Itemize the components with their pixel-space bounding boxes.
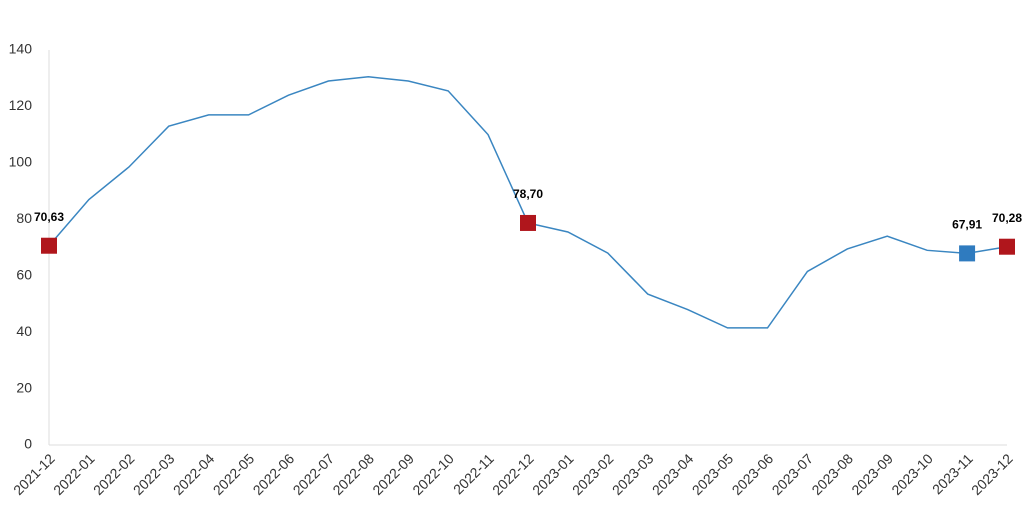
value-label: 70,63 (34, 210, 64, 224)
x-tick-label: 2022-03 (130, 450, 178, 498)
x-tick-label: 2023-02 (569, 450, 617, 498)
x-tick-label: 2022-07 (290, 450, 338, 498)
y-tick-label: 100 (9, 154, 33, 170)
x-tick-label: 2022-08 (329, 450, 377, 498)
x-tick-label: 2023-08 (808, 450, 856, 498)
marker (999, 238, 1015, 255)
y-tick-label: 20 (16, 379, 32, 395)
x-tick-label: 2022-04 (170, 450, 218, 498)
y-tick-label: 0 (24, 436, 32, 452)
x-tick-label: 2023-06 (729, 450, 777, 498)
y-tick-label: 140 (9, 41, 33, 57)
value-label: 67,91 (952, 218, 982, 232)
y-tick-label: 60 (16, 266, 32, 282)
y-tick-label: 40 (16, 323, 32, 339)
y-tick-label: 120 (9, 97, 33, 113)
x-tick-label: 2022-01 (50, 450, 98, 498)
x-tick-label: 2022-02 (90, 450, 138, 498)
x-tick-label: 2023-03 (609, 450, 657, 498)
x-tick-label: 2023-01 (529, 450, 577, 498)
x-tick-label: 2022-11 (450, 450, 497, 497)
x-tick-label: 2021-12 (10, 450, 58, 498)
marker (959, 245, 976, 262)
y-tick-label: 80 (16, 210, 32, 226)
marker (520, 214, 536, 231)
x-tick-label: 2023-11 (929, 450, 976, 497)
x-tick-label: 2022-05 (210, 450, 258, 498)
x-tick-label: 2022-06 (250, 450, 298, 498)
x-tick-label: 2022-10 (409, 450, 457, 498)
x-tick-label: 2022-09 (369, 450, 417, 498)
marker (41, 237, 57, 254)
data-line (48, 76, 1008, 329)
x-tick-label: 2023-04 (649, 450, 697, 498)
value-label: 70,28 (992, 211, 1022, 225)
value-label: 78,70 (513, 187, 543, 201)
x-tick-label: 2023-09 (848, 450, 896, 498)
x-tick-label: 2023-12 (968, 450, 1016, 498)
x-tick-label: 2023-07 (769, 450, 817, 498)
x-tick-label: 2022-12 (489, 450, 537, 498)
x-tick-label: 2023-10 (888, 450, 936, 498)
x-tick-label: 2023-05 (689, 450, 737, 498)
